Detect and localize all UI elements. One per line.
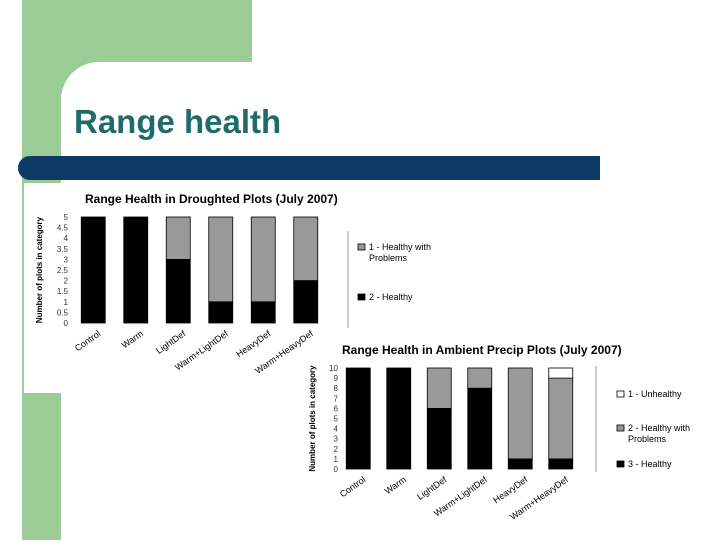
- legend-swatch: [616, 424, 625, 432]
- legend-swatch: [357, 243, 366, 251]
- y-tick-label: 2.5: [57, 266, 69, 275]
- y-tick-label: 5: [64, 213, 69, 222]
- bar-segment: [467, 387, 493, 470]
- y-tick-label: 2: [64, 277, 69, 286]
- bar-segment: [293, 216, 319, 281]
- x-tick-label: Control: [73, 328, 103, 353]
- bar-segment: [250, 301, 276, 324]
- bar-segment: [165, 259, 191, 324]
- chart-ambient-panel: Range Health in Ambient Precip Plots (Ju…: [306, 338, 720, 540]
- legend-label: 3 - Healthy: [628, 459, 672, 469]
- x-tick-label: HeavyDef: [234, 328, 273, 359]
- legend-label: 1 - Unhealthy: [628, 389, 682, 399]
- x-tick-label: Control: [338, 474, 368, 499]
- bar-segment: [208, 216, 234, 303]
- legend-swatch: [357, 293, 366, 301]
- bar-segment: [548, 377, 574, 460]
- bar-segment: [548, 458, 574, 470]
- legend-swatch: [616, 390, 625, 398]
- y-tick-label: 5: [334, 415, 339, 424]
- title-divider-bar: [18, 156, 600, 180]
- y-tick-label: 3.5: [57, 245, 69, 254]
- chart-title: Range Health in Ambient Precip Plots (Ju…: [342, 343, 622, 357]
- bar-segment: [80, 216, 106, 324]
- y-tick-label: 9: [334, 374, 339, 383]
- y-tick-label: 4: [334, 425, 339, 434]
- x-tick-label: Warm: [120, 328, 145, 350]
- y-tick-label: 1: [334, 455, 339, 464]
- green-side-strip-lower: [22, 393, 61, 540]
- y-axis-label: Number of plots in category: [308, 365, 317, 472]
- x-tick-label: LightDef: [415, 474, 449, 502]
- y-axis-label: Number of plots in category: [35, 216, 44, 323]
- slide-title: Range health: [74, 103, 282, 140]
- x-tick-label: LightDef: [154, 328, 188, 356]
- bar-segment: [250, 216, 276, 303]
- chart-droughted: Range Health in Droughted Plots (July 20…: [35, 192, 431, 376]
- bar-segment: [507, 458, 533, 470]
- chart-title: Range Health in Droughted Plots (July 20…: [85, 192, 338, 206]
- y-tick-label: 3: [64, 255, 69, 264]
- legend-label-line2: Problems: [628, 434, 667, 444]
- bar-segment: [386, 367, 412, 470]
- legend-label-line2: Problems: [369, 253, 408, 263]
- y-tick-label: 6: [334, 404, 339, 413]
- y-tick-label: 4.5: [57, 224, 69, 233]
- legend-swatch: [616, 460, 625, 468]
- x-tick-label: HeavyDef: [491, 474, 530, 505]
- legend-label: 1 - Healthy with: [369, 242, 431, 252]
- bar-segment: [548, 367, 574, 379]
- y-tick-label: 7: [334, 394, 339, 403]
- y-tick-label: 2: [334, 445, 339, 454]
- legend-label: 2 - Healthy with: [628, 423, 690, 433]
- bar-segment: [123, 216, 149, 324]
- y-tick-label: 1.5: [57, 287, 69, 296]
- y-tick-label: 0.5: [57, 308, 69, 317]
- bar-segment: [165, 216, 191, 260]
- green-corner-block: [61, 0, 252, 62]
- bar-segment: [507, 367, 533, 460]
- chart-ambient: Range Health in Ambient Precip Plots (Ju…: [308, 343, 690, 522]
- y-tick-label: 8: [334, 384, 339, 393]
- bar-segment: [293, 280, 319, 324]
- legend-label: 2 - Healthy: [369, 292, 413, 302]
- y-tick-label: 0: [334, 465, 339, 474]
- y-tick-label: 3: [334, 435, 339, 444]
- bar-segment: [208, 301, 234, 324]
- bar-segment: [426, 408, 452, 470]
- y-tick-label: 4: [64, 234, 69, 243]
- bar-segment: [426, 367, 452, 409]
- bar-segment: [467, 367, 493, 389]
- y-tick-label: 1: [64, 298, 69, 307]
- y-tick-label: 10: [329, 364, 338, 373]
- y-tick-label: 0: [64, 319, 69, 328]
- bar-segment: [345, 367, 371, 470]
- x-tick-label: Warm: [383, 474, 408, 496]
